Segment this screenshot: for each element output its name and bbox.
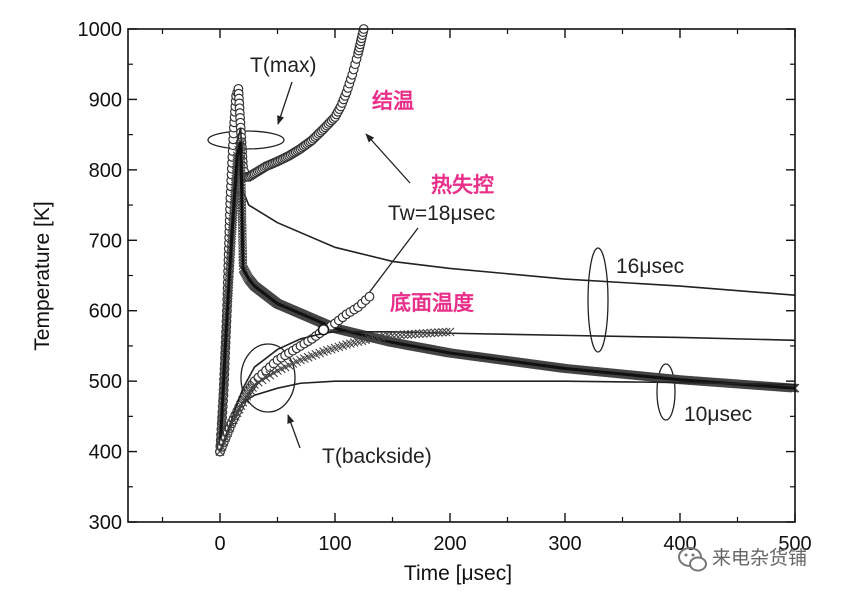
group-ellipse-16usec xyxy=(587,247,609,353)
y-tick-label: 800 xyxy=(89,160,122,182)
data-point xyxy=(257,375,267,385)
data-point xyxy=(388,330,397,340)
data-point xyxy=(250,380,259,390)
data-point xyxy=(380,332,390,341)
group-ellipse-backside xyxy=(240,343,296,413)
data-point xyxy=(269,368,279,378)
data-point xyxy=(368,333,378,343)
series-line xyxy=(219,331,796,452)
chart-axes xyxy=(127,28,796,523)
data-point xyxy=(215,447,225,456)
wechat-icon xyxy=(678,547,707,572)
data-point xyxy=(365,334,374,344)
data-point xyxy=(403,330,413,339)
data-point xyxy=(422,328,432,338)
data-point xyxy=(411,329,420,339)
x-tick-label: 400 xyxy=(663,533,696,555)
data-point xyxy=(399,330,409,340)
series-line xyxy=(218,141,796,452)
data-point xyxy=(414,329,424,339)
data-point xyxy=(426,328,436,338)
annotation-tbackside: T(backside) xyxy=(322,445,432,468)
x-tick-label: 0 xyxy=(214,533,225,555)
highlight-point xyxy=(317,323,330,336)
group-ellipse-10usec xyxy=(656,363,676,421)
y-tick-label: 300 xyxy=(89,512,122,534)
series-4 xyxy=(219,331,796,452)
x-tick-label: 300 xyxy=(548,533,581,555)
y-tick-label: 700 xyxy=(89,230,122,252)
annotation-tw18: Tw=18μsec xyxy=(388,202,495,225)
chart-marks xyxy=(215,24,800,457)
annotation-arrows xyxy=(207,81,676,449)
data-point xyxy=(217,442,227,452)
x-tick-label: 100 xyxy=(318,533,351,555)
data-point xyxy=(265,370,275,380)
data-point xyxy=(391,330,401,340)
y-tick-label: 500 xyxy=(89,371,122,393)
x-tick-label: 200 xyxy=(433,533,466,555)
x-tick-label: 500 xyxy=(778,533,811,555)
data-point xyxy=(437,327,447,337)
y-tick-label: 400 xyxy=(89,442,122,464)
data-point xyxy=(384,331,394,341)
y-tick-label: 900 xyxy=(89,89,122,111)
data-point xyxy=(430,328,440,338)
arrow-runaway xyxy=(365,133,411,184)
data-point xyxy=(395,330,405,340)
annotation-16usec: 16μsec xyxy=(616,255,684,278)
y-tick-label: 600 xyxy=(89,301,122,323)
arrow-tmax xyxy=(277,81,293,125)
data-point xyxy=(225,423,234,433)
y-axis-label: Temperature [K] xyxy=(31,201,54,350)
data-point xyxy=(253,377,263,387)
data-point xyxy=(219,437,229,447)
data-point xyxy=(445,327,455,337)
data-point xyxy=(364,291,375,302)
watermark-text: 来电杂货铺 xyxy=(712,547,807,569)
annotation-bottom-temp: 底面温度 xyxy=(390,291,474,315)
data-point xyxy=(372,333,382,343)
data-point xyxy=(418,329,428,338)
annotation-tmax: T(max) xyxy=(250,54,317,77)
tick-labels: 0 100 200 300 400 500 300 400 500 600 700 800 900 100… xyxy=(78,19,812,555)
watermark: 来电杂货铺 xyxy=(678,547,807,572)
data-point xyxy=(376,332,386,342)
arrow-backside xyxy=(287,414,301,449)
data-point xyxy=(261,373,271,383)
annotation-junction-temp: 结温 xyxy=(372,89,414,113)
series-6 xyxy=(215,327,455,456)
y-tick-label: 1000 xyxy=(78,19,123,41)
data-point xyxy=(407,329,417,339)
annotation-thermal-runaway: 热失控 xyxy=(431,173,494,197)
annotation-10usec: 10μsec xyxy=(684,403,752,426)
x-axis-label: Time [μsec] xyxy=(404,562,512,585)
data-point xyxy=(221,433,231,442)
data-point xyxy=(434,328,443,337)
data-point xyxy=(223,428,233,438)
data-point xyxy=(441,327,451,337)
